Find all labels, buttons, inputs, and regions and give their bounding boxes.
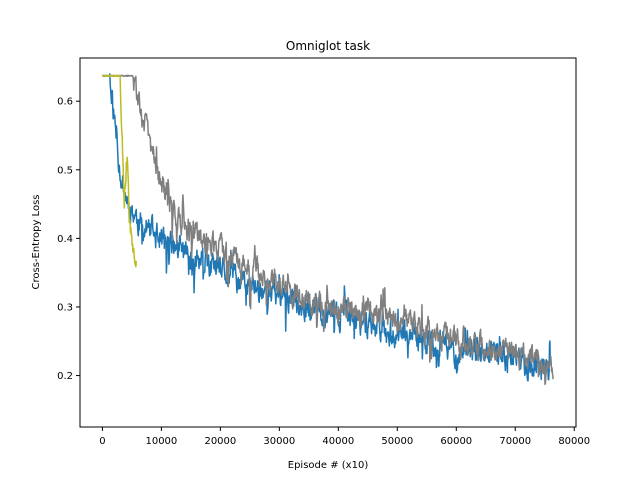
x-tick-label: 0 — [99, 436, 105, 447]
y-tick-label: 0.6 — [57, 97, 73, 108]
x-tick-label: 50000 — [381, 436, 413, 447]
y-tick-label: 0.2 — [57, 371, 73, 382]
axes-frame — [79, 57, 577, 428]
y-axis-label: Cross-Entropy Loss — [31, 195, 42, 290]
y-tick-label: 0.4 — [57, 234, 73, 245]
x-tick-label: 40000 — [322, 436, 354, 447]
x-tick-label: 30000 — [263, 436, 295, 447]
y-tick-label: 0.5 — [57, 165, 73, 176]
x-tick-label: 20000 — [204, 436, 236, 447]
x-axis: 0 10000 20000 30000 40000 50000 60000 70000 8000… — [99, 427, 590, 447]
plot-area — [101, 73, 554, 386]
x-tick-label: 70000 — [499, 436, 531, 447]
series-line-3 — [101, 74, 138, 268]
x-tick-label: 10000 — [145, 436, 177, 447]
x-tick-label: 60000 — [440, 436, 472, 447]
y-tick-label: 0.3 — [57, 302, 73, 313]
x-axis-label: Episode # (x10) — [288, 460, 369, 471]
chart-title: Omniglot task — [286, 39, 370, 53]
series-line-2 — [101, 74, 554, 386]
y-axis: 0.2 0.3 0.4 0.5 0.6 — [57, 97, 80, 382]
x-tick-label: 80000 — [558, 436, 590, 447]
